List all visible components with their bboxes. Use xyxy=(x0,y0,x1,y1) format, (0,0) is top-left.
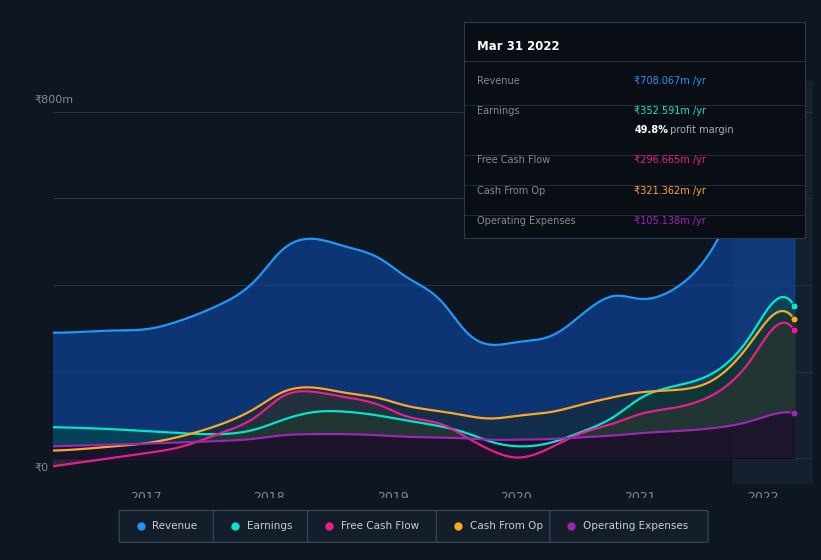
Text: profit margin: profit margin xyxy=(667,125,733,135)
FancyBboxPatch shape xyxy=(213,511,314,542)
Text: Cash From Op: Cash From Op xyxy=(478,185,546,195)
Text: Revenue: Revenue xyxy=(478,76,521,86)
FancyBboxPatch shape xyxy=(308,511,443,542)
Text: Cash From Op: Cash From Op xyxy=(470,521,543,531)
Text: Earnings: Earnings xyxy=(478,106,520,116)
FancyBboxPatch shape xyxy=(119,511,219,542)
FancyBboxPatch shape xyxy=(550,511,708,542)
Text: 49.8%: 49.8% xyxy=(635,125,668,135)
Text: Free Cash Flow: Free Cash Flow xyxy=(341,521,419,531)
Text: ₹321.362m /yr: ₹321.362m /yr xyxy=(635,185,706,195)
FancyBboxPatch shape xyxy=(436,511,556,542)
Text: Operating Expenses: Operating Expenses xyxy=(478,216,576,226)
Text: ₹105.138m /yr: ₹105.138m /yr xyxy=(635,216,706,226)
Bar xyxy=(732,81,813,484)
Text: ₹800m: ₹800m xyxy=(34,95,74,105)
Text: Earnings: Earnings xyxy=(246,521,292,531)
Text: Mar 31 2022: Mar 31 2022 xyxy=(478,40,560,53)
Text: ₹708.067m /yr: ₹708.067m /yr xyxy=(635,76,706,86)
Text: Free Cash Flow: Free Cash Flow xyxy=(478,155,551,165)
Text: Operating Expenses: Operating Expenses xyxy=(583,521,688,531)
Text: ₹296.665m /yr: ₹296.665m /yr xyxy=(635,155,706,165)
Text: Revenue: Revenue xyxy=(153,521,198,531)
Text: ₹352.591m /yr: ₹352.591m /yr xyxy=(635,106,706,116)
Text: ₹0: ₹0 xyxy=(34,463,49,473)
